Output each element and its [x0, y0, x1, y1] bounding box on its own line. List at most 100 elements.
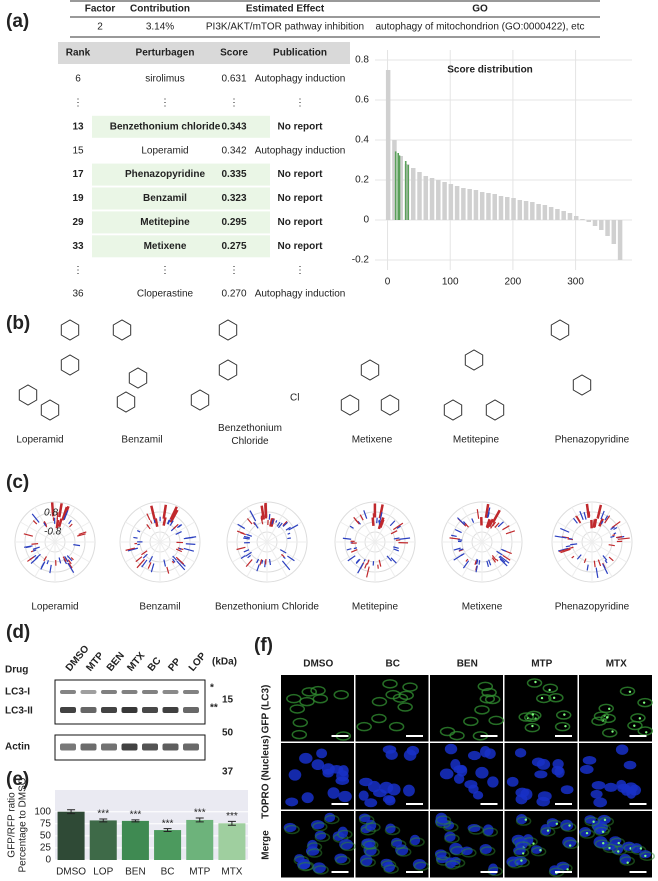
polar-bar — [178, 547, 182, 550]
nucleus — [623, 760, 637, 770]
cell: 6 — [75, 74, 81, 85]
polar-bar — [243, 535, 251, 539]
cell: No report — [278, 241, 324, 252]
polar-bar — [465, 558, 469, 562]
polar-bar — [32, 549, 37, 552]
bar — [555, 209, 560, 220]
cell — [619, 856, 635, 866]
polar-bar — [30, 556, 39, 564]
band — [80, 690, 97, 694]
nucleus — [288, 769, 302, 781]
polar-bar — [58, 557, 62, 564]
polar-bar — [275, 520, 278, 523]
polar-bar — [558, 548, 570, 553]
structure-name: Benzethonium Chloride — [218, 423, 282, 447]
header: Factor — [85, 4, 116, 15]
ring — [464, 349, 484, 371]
polar-bar — [502, 525, 510, 531]
highlight — [92, 115, 270, 138]
polar-bar — [49, 564, 52, 574]
bar — [498, 196, 504, 220]
polar-bar — [142, 553, 148, 559]
polar-bar — [260, 505, 265, 520]
nucleus — [301, 792, 314, 804]
polar-bar — [585, 503, 591, 519]
scale-bar — [331, 735, 349, 737]
panel-label: (e) — [6, 769, 29, 790]
header: Perturbagen — [136, 48, 195, 59]
ring — [485, 399, 505, 421]
nucleus — [327, 787, 340, 799]
polar-bar — [31, 513, 40, 523]
polar-bar — [268, 513, 271, 520]
bar — [423, 176, 429, 220]
polar-bar — [608, 544, 615, 547]
polar-bar — [281, 553, 285, 558]
polar-bar — [245, 551, 252, 557]
polar-bar — [178, 524, 183, 528]
polar-name: Phenazopyridine — [555, 602, 630, 613]
blot-frame — [54, 734, 206, 761]
polar-bar — [494, 522, 500, 528]
puncta — [626, 861, 629, 864]
polar-bar — [24, 545, 33, 548]
nucleus — [514, 748, 527, 758]
cell: 36 — [72, 289, 84, 300]
row-label: GFP (LC3) — [261, 685, 272, 734]
cell — [449, 730, 465, 741]
cell — [639, 851, 655, 861]
nucleus — [475, 766, 489, 779]
band-label: Actin — [5, 742, 30, 753]
polar-bar — [575, 515, 581, 524]
polar-bar — [453, 547, 461, 551]
ring — [18, 384, 38, 406]
polar-bar — [77, 533, 86, 537]
polar-bar — [484, 503, 490, 519]
polar-bar — [64, 556, 69, 563]
polar-bar — [471, 518, 475, 523]
band — [142, 690, 158, 694]
cell — [289, 704, 306, 714]
polar-bar — [173, 523, 179, 530]
ring — [340, 394, 360, 416]
error-bar — [195, 817, 204, 823]
polar-bar — [364, 563, 368, 569]
polar-bar — [592, 519, 597, 528]
polar-bar — [169, 509, 179, 523]
polar-bar — [150, 563, 155, 573]
y-tick-label: 100 — [34, 806, 51, 817]
polar-bar — [487, 512, 490, 518]
polar-bar — [600, 520, 604, 525]
polar-bar — [175, 530, 182, 535]
polar-spoke — [54, 521, 90, 543]
highlight — [92, 187, 270, 210]
scale-bar — [629, 871, 647, 873]
bar — [436, 180, 441, 220]
cell: Cloperastine — [137, 289, 194, 300]
cell — [435, 815, 452, 825]
polar-spoke — [340, 521, 376, 543]
bar — [448, 184, 454, 220]
puncta — [539, 849, 542, 852]
polar-bar — [595, 567, 599, 579]
puncta — [638, 717, 642, 720]
polar-bar — [58, 503, 63, 518]
puncta — [531, 713, 535, 716]
polar-bar — [576, 554, 582, 560]
polar-bar — [247, 554, 251, 559]
nucleus — [551, 765, 564, 776]
bar — [121, 820, 149, 860]
scale-bar — [480, 803, 498, 805]
polar-bar — [245, 559, 253, 568]
column-label: BC — [386, 659, 400, 670]
cell — [360, 857, 376, 868]
cell: No report — [278, 217, 324, 228]
polar-bar — [253, 522, 259, 529]
puncta — [642, 701, 646, 704]
bar — [536, 204, 541, 220]
polar-bar — [35, 553, 41, 560]
polar-spoke — [125, 541, 161, 563]
nucleus — [335, 776, 350, 785]
polar-tick: -0.8 — [44, 527, 62, 538]
puncta — [563, 713, 566, 716]
